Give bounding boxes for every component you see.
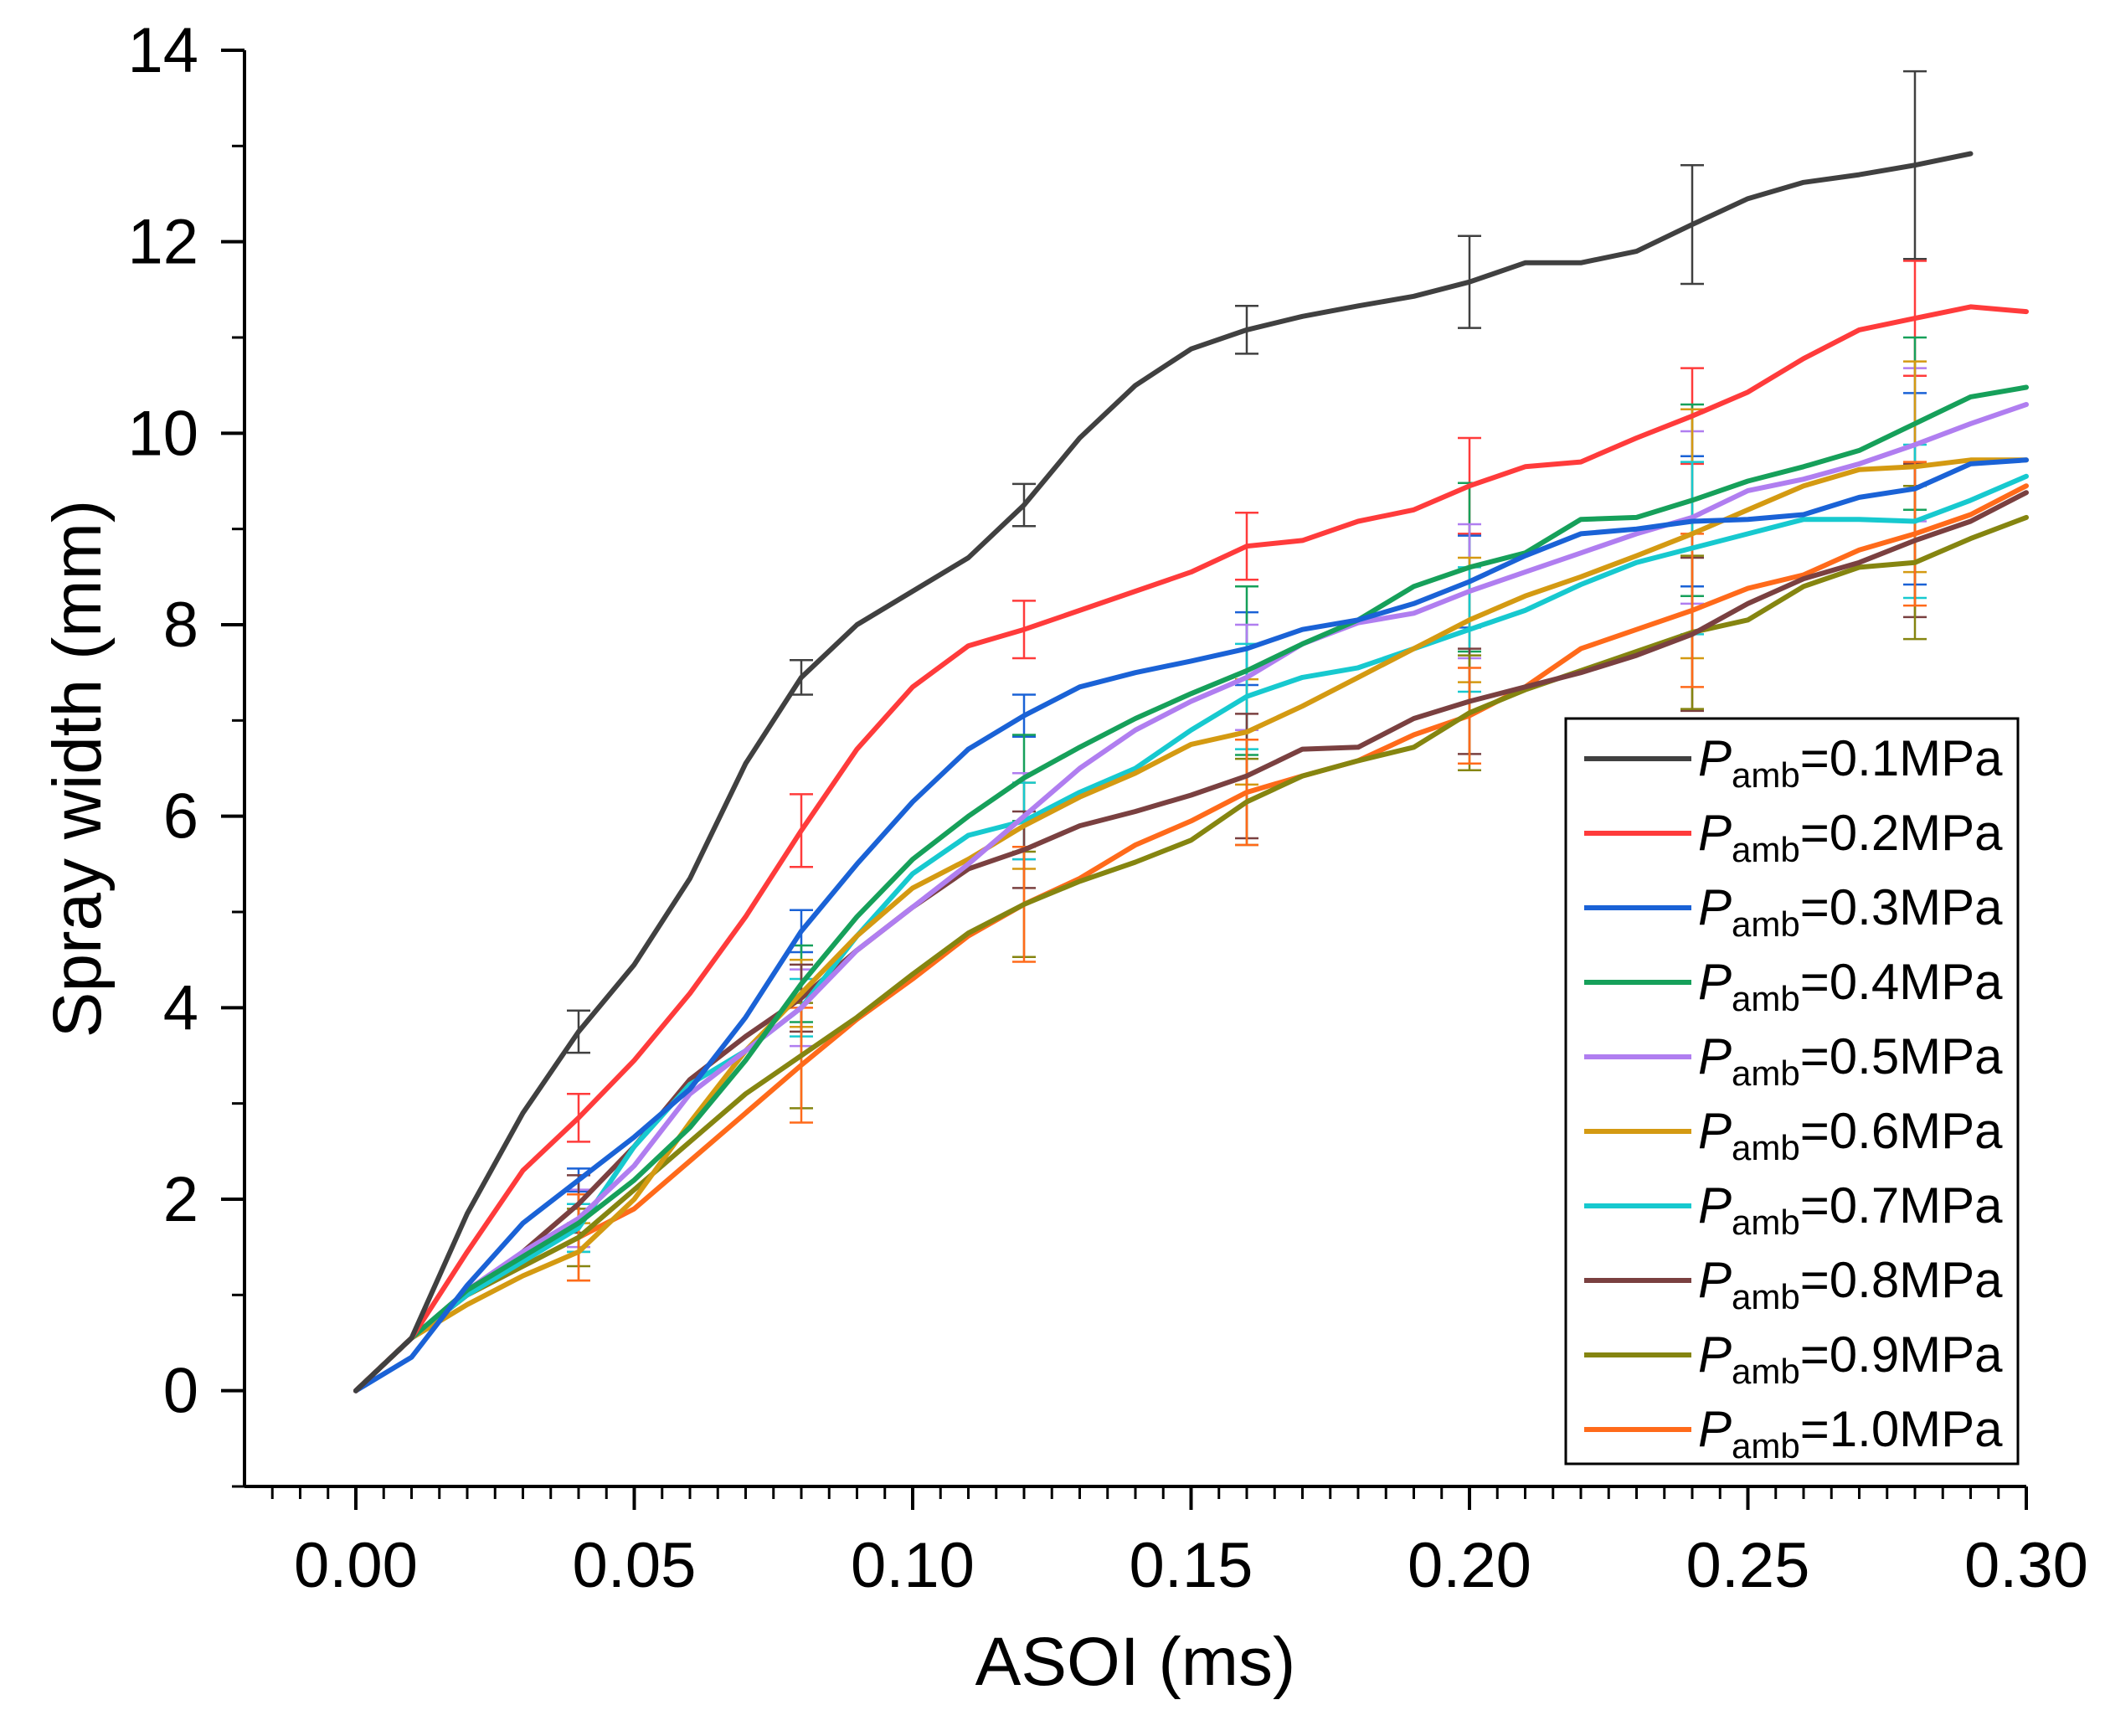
- x-tick-label: 0.10: [851, 1530, 975, 1601]
- legend-label: Pamb=0.7MPa: [1698, 1177, 2003, 1242]
- series-line: [353, 457, 2029, 1393]
- series-line: [353, 402, 2029, 1393]
- legend-label: Pamb=1.0MPa: [1698, 1401, 2003, 1466]
- x-tick-label: 0.25: [1686, 1530, 1810, 1601]
- series-line: [353, 514, 2029, 1393]
- y-tick-label: 4: [163, 972, 198, 1043]
- x-tick-label: 0.00: [294, 1530, 418, 1601]
- series-line: [353, 304, 2029, 1393]
- y-axis-title: Spray width (mm): [39, 500, 116, 1038]
- y-tick-label: 8: [163, 590, 198, 661]
- y-tick-label: 2: [163, 1164, 198, 1235]
- y-tick-label: 14: [127, 15, 198, 86]
- series-line: [353, 473, 2029, 1393]
- series-lines: [353, 151, 2029, 1393]
- legend-box: [1564, 717, 2020, 1466]
- series-line: [353, 151, 1974, 1393]
- legend-label: Pamb=0.3MPa: [1698, 879, 2003, 944]
- x-axis-title: ASOI (ms): [975, 1624, 1296, 1700]
- x-tick-label: 0.15: [1130, 1530, 1253, 1601]
- legend-label: Pamb=0.8MPa: [1698, 1252, 2003, 1316]
- x-tick-label: 0.30: [1964, 1530, 2088, 1601]
- legend-label: Pamb=0.9MPa: [1698, 1326, 2003, 1391]
- series-line: [353, 483, 2029, 1393]
- y-tick-label: 0: [163, 1356, 198, 1427]
- legend-label: Pamb=0.6MPa: [1698, 1103, 2003, 1167]
- legend-label: Pamb=0.1MPa: [1698, 730, 2003, 795]
- legend-label: Pamb=0.4MPa: [1698, 954, 2003, 1018]
- x-tick-label: 0.20: [1408, 1530, 1531, 1601]
- legend-label: Pamb=0.2MPa: [1698, 805, 2003, 869]
- legend: Pamb=0.1MPa Pamb=0.2MPa Pamb=0.3MPa Pamb=0.…: [1564, 717, 2020, 1466]
- series-line: [353, 457, 2029, 1393]
- y-tick-label: 12: [127, 207, 198, 278]
- x-tick-label: 0.05: [573, 1530, 697, 1601]
- series-line: [353, 384, 2029, 1393]
- y-tick-label: 10: [127, 398, 198, 469]
- y-tick-label: 6: [163, 781, 198, 853]
- ticks: 0.00 0.05 0.10 0.15 0.20 0.25 0.30 0 2 4 6 8 10 12 14: [127, 15, 2088, 1601]
- legend-label: Pamb=0.5MPa: [1698, 1028, 2003, 1093]
